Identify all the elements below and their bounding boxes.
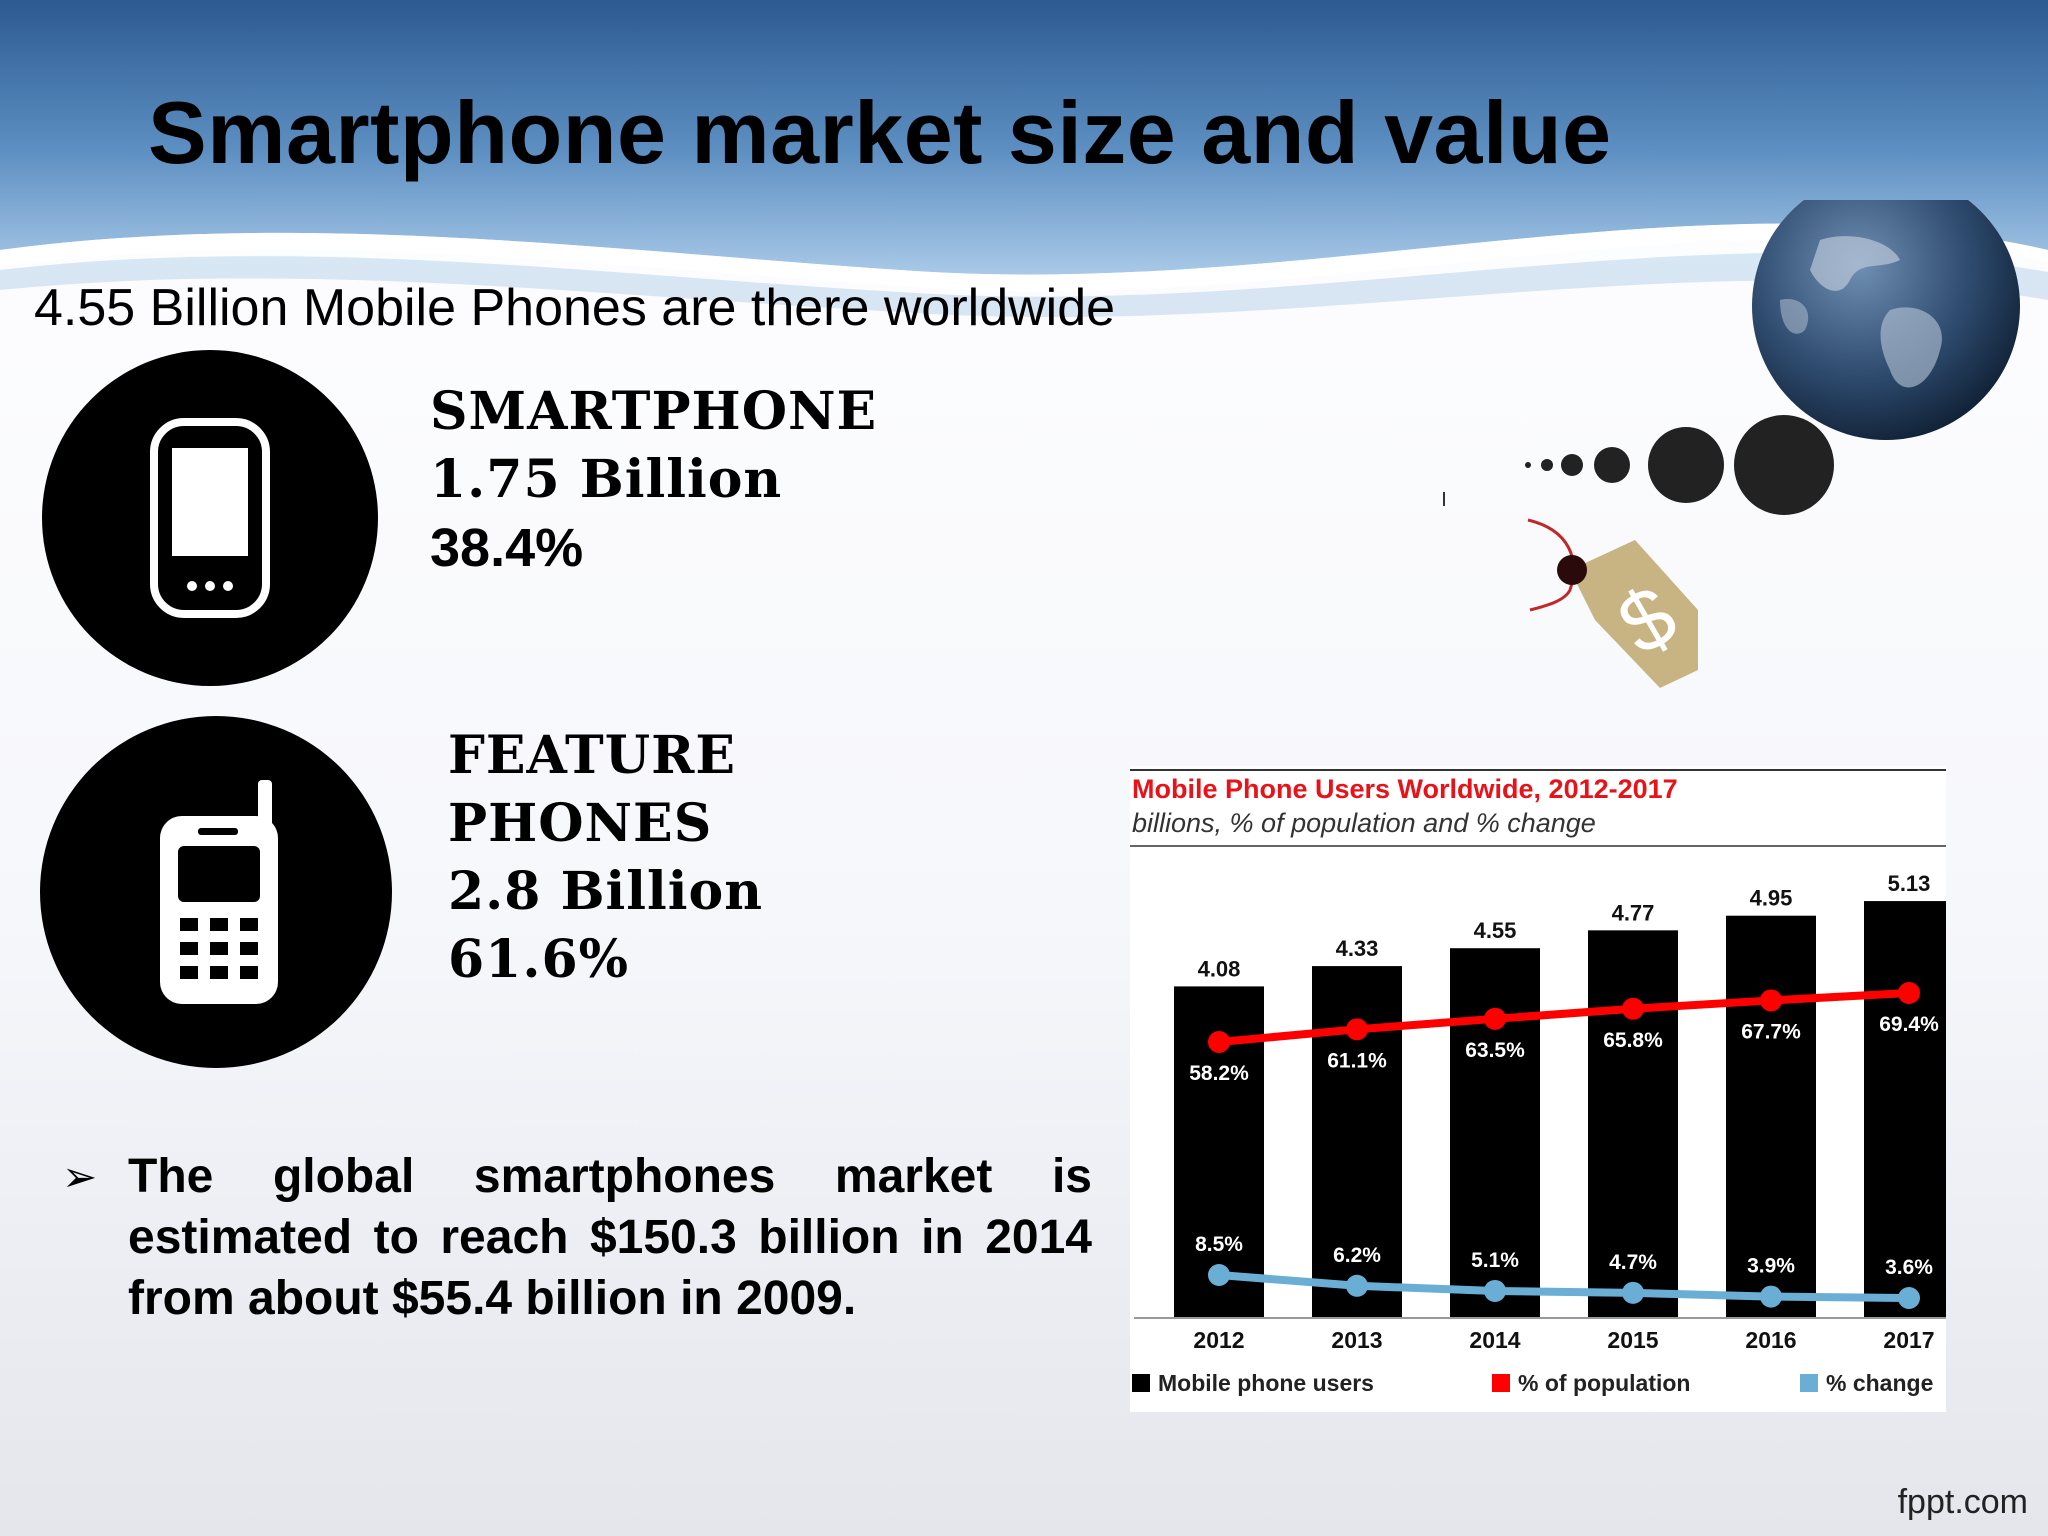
x-tick-2017: 2017 xyxy=(1883,1327,1934,1353)
legend-label-0: Mobile phone users xyxy=(1158,1370,1374,1396)
smartphone-label: SMARTPHONE xyxy=(430,381,878,442)
bar-label-2014: 4.55 xyxy=(1474,918,1517,943)
bullet-text: The global smartphones market is estimat… xyxy=(128,1150,1092,1325)
bar-label-2015: 4.77 xyxy=(1612,900,1655,925)
feature-label-line1: FEATURE xyxy=(448,725,736,786)
decoration: $ xyxy=(1443,200,2020,688)
chart-title: Mobile Phone Users Worldwide, 2012-2017 xyxy=(1132,774,1678,804)
population-line xyxy=(1218,989,1910,1046)
change-point-2017 xyxy=(1898,1287,1920,1309)
slide-title: Smartphone market size and value xyxy=(148,83,1612,182)
legend-swatch-1 xyxy=(1492,1374,1510,1392)
legend-swatch-0 xyxy=(1132,1374,1150,1392)
smartphone-stat: SMARTPHONE 1.75 Billion 38.4% xyxy=(430,378,877,582)
smartphone-share: 38.4% xyxy=(430,518,584,578)
chart-subtitle: billions, % of population and % change xyxy=(1132,808,1596,838)
x-tick-2015: 2015 xyxy=(1607,1327,1658,1353)
population-point-2012 xyxy=(1208,1031,1230,1053)
bar-2017 xyxy=(1864,901,1946,1318)
footer-brand: fppt.com xyxy=(1897,1483,2028,1521)
population-point-2013 xyxy=(1346,1018,1368,1041)
bar-2015 xyxy=(1588,930,1678,1318)
chart-panel: Mobile Phone Users Worldwide, 2012-2017 … xyxy=(1130,766,1946,1412)
header-swoosh-background xyxy=(0,0,2048,318)
legend-label-2: % change xyxy=(1826,1370,1933,1396)
price-tag-icon: $ xyxy=(1527,518,1698,688)
bar-label-2017: 5.13 xyxy=(1888,871,1931,896)
bar-2016 xyxy=(1726,915,1816,1318)
bullet-point: ➢ The global smartphones market is estim… xyxy=(62,1146,1092,1329)
change-label-2012: 8.5% xyxy=(1195,1233,1243,1256)
x-tick-2012: 2012 xyxy=(1193,1327,1244,1353)
chart-legend: Mobile phone users % of population % chang… xyxy=(1132,1370,1933,1396)
change-label-2013: 6.2% xyxy=(1333,1244,1381,1267)
feature-phone-icon xyxy=(40,716,392,1068)
population-point-2015 xyxy=(1622,997,1644,1020)
smartphone-count: 1.75 Billion xyxy=(430,449,783,510)
change-label-2015: 4.7% xyxy=(1609,1251,1657,1274)
population-label-2013: 61.1% xyxy=(1327,1049,1387,1072)
population-label-2014: 63.5% xyxy=(1465,1039,1525,1062)
x-tick-2014: 2014 xyxy=(1469,1327,1520,1353)
change-line xyxy=(1218,1271,1910,1302)
plot-area: 4.08 2012 4.33 2013 4.55 2014 4.77 2015 4.95 2016… xyxy=(1134,871,1946,1353)
bar-label-2016: 4.95 xyxy=(1750,886,1793,911)
bar-label-2013: 4.33 xyxy=(1336,936,1379,961)
change-point-2015 xyxy=(1622,1281,1644,1304)
population-point-2016 xyxy=(1760,989,1782,1012)
legend-swatch-2 xyxy=(1800,1374,1818,1392)
population-point-2017 xyxy=(1898,982,1920,1004)
change-point-2013 xyxy=(1346,1274,1368,1297)
mobile-users-chart: Mobile Phone Users Worldwide, 2012-2017 … xyxy=(1130,769,1946,1396)
feature-stat: FEATURE PHONES 2.8 Billion 61.6% xyxy=(448,722,763,994)
smartphone-icon xyxy=(42,350,378,686)
slide-subtitle: 4.55 Billion Mobile Phones are there wor… xyxy=(34,279,1116,337)
change-point-2014 xyxy=(1484,1279,1506,1302)
population-point-2014 xyxy=(1484,1007,1506,1030)
change-point-2012 xyxy=(1208,1264,1230,1286)
feature-share: 61.6% xyxy=(448,929,630,990)
population-label-2016: 67.7% xyxy=(1741,1020,1801,1043)
change-label-2014: 5.1% xyxy=(1471,1249,1519,1272)
change-label-2016: 3.9% xyxy=(1747,1255,1795,1278)
change-label-2017: 3.6% xyxy=(1885,1256,1933,1279)
globe-icon xyxy=(1752,200,2020,440)
x-tick-2016: 2016 xyxy=(1745,1327,1796,1353)
dots-icon xyxy=(1443,415,1834,515)
population-label-2015: 65.8% xyxy=(1603,1029,1663,1052)
population-label-2017: 69.4% xyxy=(1879,1013,1939,1036)
legend-label-1: % of population xyxy=(1518,1370,1690,1396)
change-point-2016 xyxy=(1760,1285,1782,1308)
feature-count: 2.8 Billion xyxy=(448,861,764,922)
x-tick-2013: 2013 xyxy=(1331,1327,1382,1353)
bullet-arrow-icon: ➢ xyxy=(62,1153,98,1200)
feature-label-line2: PHONES xyxy=(448,793,713,854)
population-label-2012: 58.2% xyxy=(1189,1062,1249,1085)
bar-label-2012: 4.08 xyxy=(1198,956,1241,981)
